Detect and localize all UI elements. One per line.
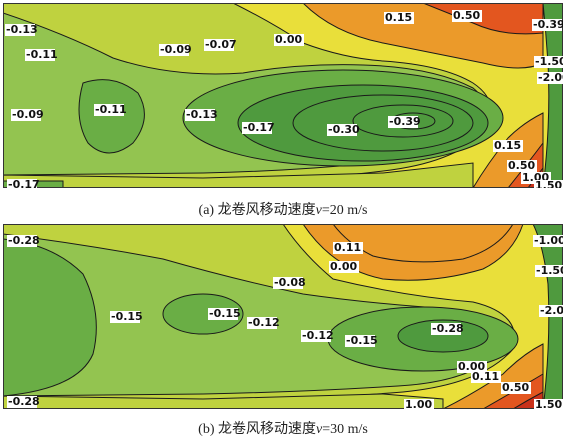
contour-label: -0.12 <box>248 316 280 329</box>
contour-label: -0.09 <box>160 43 192 56</box>
contour-label: -0.30 <box>328 123 360 136</box>
contour-label: 0.11 <box>472 370 499 383</box>
contour-label: -0.13 <box>186 108 218 121</box>
contour-label: 0.11 <box>334 241 361 254</box>
contour-label: 0.15 <box>494 139 521 152</box>
contour-label: 0.00 <box>458 360 485 373</box>
contour-label: -1.50 <box>535 55 563 68</box>
contour-label: -0.39 <box>533 18 563 31</box>
contour-labels-b: -0.28 0.11 -1.00 0.00 -1.50 -0.08 -2.00 … <box>7 234 563 409</box>
contour-label: 0.00 <box>275 33 302 46</box>
contour-label: -0.11 <box>26 48 58 61</box>
contour-label: -0.12 <box>302 329 334 342</box>
contour-label: -0.13 <box>6 23 38 36</box>
contour-label: -1.00 <box>534 234 563 247</box>
contour-label: 1.50 <box>535 179 562 188</box>
contour-label: 0.50 <box>508 159 535 172</box>
contour-label: -0.09 <box>12 108 44 121</box>
contour-label: -0.17 <box>243 121 275 134</box>
contour-plot-a: -0.13 -0.11 -0.09 -0.07 0.00 0.15 0.50 -… <box>3 3 563 188</box>
contour-label: 1.50 <box>535 398 562 409</box>
contour-label: 0.50 <box>453 9 480 22</box>
caption-b-prefix: (b) 龙卷风移动速度 <box>198 422 316 437</box>
caption-b: (b) 龙卷风移动速度v=30 m/s <box>0 418 566 438</box>
contour-label: -0.15 <box>209 307 241 320</box>
caption-a-suffix: =20 m/s <box>321 203 368 218</box>
caption-a: (a) 龙卷风移动速度v=20 m/s <box>0 199 566 219</box>
contour-label: -0.11 <box>95 103 127 116</box>
contour-label: -0.17 <box>8 178 40 188</box>
contour-label: -0.15 <box>111 310 143 323</box>
contour-label: -2.00 <box>540 304 563 317</box>
contour-plot-b-svg: -0.28 0.11 -1.00 0.00 -1.50 -0.08 -2.00 … <box>3 224 563 409</box>
contour-plot-b: -0.28 0.11 -1.00 0.00 -1.50 -0.08 -2.00 … <box>3 224 563 409</box>
contour-label: 1.00 <box>405 398 432 409</box>
contour-labels-a: -0.13 -0.11 -0.09 -0.07 0.00 0.15 0.50 -… <box>5 9 563 188</box>
contour-label: 0.15 <box>385 11 412 24</box>
contour-label: -0.15 <box>346 334 378 347</box>
contour-label: 0.00 <box>330 260 357 273</box>
caption-b-var: v <box>315 422 323 437</box>
contour-label: -1.50 <box>536 264 563 277</box>
contour-label: -2.00 <box>538 71 563 84</box>
contour-label: -0.28 <box>432 322 464 335</box>
caption-a-prefix: (a) 龙卷风移动速度 <box>198 203 316 218</box>
caption-b-suffix: =30 m/s <box>322 422 368 437</box>
contour-label: -0.39 <box>389 115 421 128</box>
contour-label: -0.28 <box>8 234 40 247</box>
contour-label: -0.08 <box>274 276 306 289</box>
contour-label: -0.28 <box>8 395 40 408</box>
contour-plot-a-svg: -0.13 -0.11 -0.09 -0.07 0.00 0.15 0.50 -… <box>3 3 563 188</box>
contour-label: 0.50 <box>502 381 529 394</box>
caption-a-var: v <box>315 203 322 218</box>
contour-label: -0.07 <box>205 38 237 51</box>
